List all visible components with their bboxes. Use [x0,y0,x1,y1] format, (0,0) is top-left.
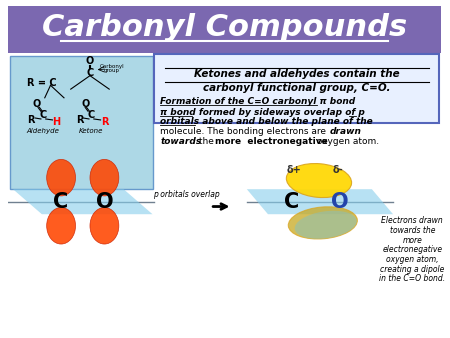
Polygon shape [247,189,393,214]
Text: C: C [86,68,94,78]
Text: O: O [331,192,349,212]
Text: δ-: δ- [333,165,343,175]
Text: carbonyl functional group, C=O.: carbonyl functional group, C=O. [203,83,391,93]
Ellipse shape [295,211,357,239]
Text: R = C: R = C [27,78,57,88]
Text: Carbonyl: Carbonyl [100,64,124,69]
Text: more: more [402,236,422,245]
Text: δ+: δ+ [287,165,302,175]
Text: Carbonyl Compounds: Carbonyl Compounds [42,13,407,42]
Text: Ketones and aldehydes contain the: Ketones and aldehydes contain the [194,69,400,79]
Ellipse shape [90,160,119,196]
Text: Ketone: Ketone [79,128,103,135]
Ellipse shape [90,208,119,244]
Text: Formation of the C=O carbonyl π bond: Formation of the C=O carbonyl π bond [160,97,356,106]
Text: C: C [87,110,94,120]
FancyBboxPatch shape [154,53,439,123]
Text: group: group [104,68,120,73]
Ellipse shape [286,164,351,197]
Text: O: O [33,99,41,108]
Text: O: O [86,56,94,66]
Text: R: R [27,115,35,125]
Polygon shape [13,189,153,214]
Text: C: C [284,192,300,212]
Text: creating a dipole: creating a dipole [380,265,445,273]
Text: towards: towards [160,137,202,146]
Text: orbitals above and below the plane of the: orbitals above and below the plane of th… [160,117,373,126]
Text: R: R [101,117,108,127]
Text: in the C=O bond.: in the C=O bond. [379,274,446,283]
Text: O: O [95,192,113,212]
FancyBboxPatch shape [10,56,153,189]
Text: O: O [81,99,89,108]
Text: p orbitals overlap: p orbitals overlap [153,190,220,198]
Text: more  electronegative: more electronegative [215,137,328,146]
Text: electronegative: electronegative [382,245,442,254]
Text: Aldehyde: Aldehyde [27,128,59,135]
Text: drawn: drawn [329,127,361,136]
Text: oxygen atom,: oxygen atom, [386,255,439,264]
Text: towards the: towards the [390,226,435,235]
Text: the: the [196,137,216,146]
Text: H: H [52,117,60,127]
Text: C: C [54,192,69,212]
Text: π bond formed by sideways overlap of p: π bond formed by sideways overlap of p [160,108,365,117]
Ellipse shape [47,208,76,244]
Ellipse shape [47,160,76,196]
Text: R: R [76,115,83,125]
FancyBboxPatch shape [8,6,441,53]
Text: oxygen atom.: oxygen atom. [314,137,379,146]
Text: molecule. The bonding electrons are: molecule. The bonding electrons are [160,127,329,136]
Text: Electrons drawn: Electrons drawn [382,216,443,225]
Ellipse shape [288,207,357,239]
Text: C: C [39,110,46,120]
